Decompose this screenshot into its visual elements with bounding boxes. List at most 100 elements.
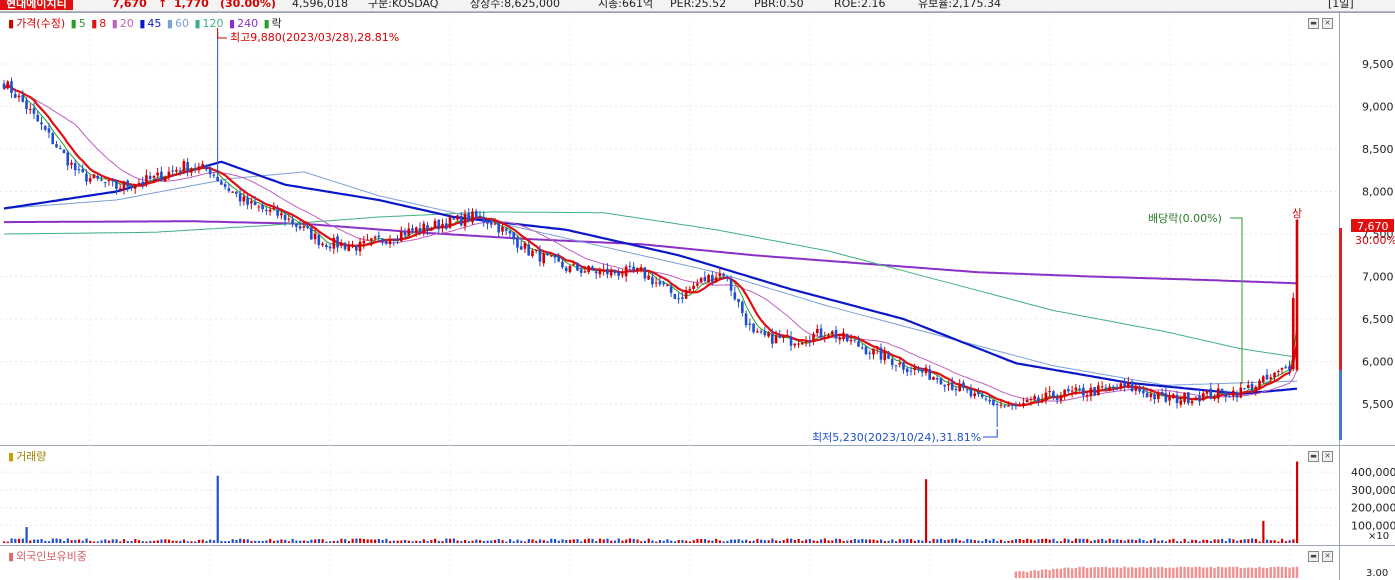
- volume-bar: [568, 539, 572, 543]
- period-selector[interactable]: [1일]: [1328, 0, 1354, 10]
- volume-bar: [561, 539, 564, 543]
- foreign-ratio-bar: [1048, 570, 1051, 578]
- candle-body: [1291, 298, 1295, 370]
- foreign-ratio-bar: [1202, 567, 1205, 578]
- volume-bar: [726, 540, 729, 543]
- candle-body: [834, 330, 838, 339]
- volume-bar: [317, 539, 321, 543]
- ma8-line: [3, 83, 1299, 407]
- candle-body: [932, 376, 935, 380]
- candle-body: [6, 81, 10, 89]
- volume-bar: [1194, 539, 1198, 543]
- candle-body: [317, 235, 321, 245]
- candle-body: [1160, 392, 1164, 395]
- candle-body: [512, 232, 516, 240]
- close-icon[interactable]: ✕: [1322, 551, 1333, 562]
- price-tick-label: 7,000: [1362, 271, 1394, 284]
- candle-body: [152, 176, 156, 178]
- candle-body: [418, 228, 422, 233]
- candle-body: [265, 210, 268, 212]
- volume-bar: [471, 540, 474, 543]
- candle-body: [830, 331, 834, 335]
- volume-bar: [182, 539, 186, 543]
- minimize-icon[interactable]: ▬: [1308, 451, 1319, 462]
- limit-up-marker: 상: [1292, 207, 1302, 220]
- volume-bar: [906, 539, 909, 543]
- candle-body: [291, 219, 294, 224]
- candle-body: [504, 228, 508, 231]
- candle-body: [55, 144, 58, 148]
- volume-bar: [370, 539, 373, 543]
- volume-bar: [209, 539, 212, 543]
- candle-body: [965, 389, 969, 391]
- candle-body: [482, 217, 486, 223]
- foreign-ratio-bar: [1100, 567, 1104, 578]
- volume-bar: [760, 539, 763, 543]
- foreign-ratio-bar: [1149, 566, 1153, 578]
- volume-bar: [1161, 540, 1164, 543]
- volume-bar: [239, 538, 242, 543]
- volume-bar: [100, 540, 103, 543]
- volume-bar: [3, 541, 6, 543]
- candle-body: [568, 265, 572, 273]
- volume-bar: [1101, 538, 1104, 543]
- volume-bar: [625, 539, 628, 543]
- candle-body: [1089, 387, 1093, 397]
- candle-body: [163, 176, 167, 182]
- foreign-ratio-bar: [1288, 567, 1291, 578]
- volume-bar: [617, 538, 620, 543]
- volume-bar: [643, 540, 647, 543]
- volume-bar: [857, 539, 860, 543]
- candle-body: [250, 201, 253, 204]
- foreign-ratio-bar: [1134, 567, 1138, 578]
- minimize-icon[interactable]: ▬: [1308, 18, 1319, 29]
- volume-bar: [25, 527, 28, 543]
- volume-bar: [1269, 540, 1272, 543]
- candle-body: [1100, 386, 1104, 388]
- candle-body: [235, 191, 238, 194]
- candle-body: [962, 382, 965, 388]
- candle-body: [489, 222, 493, 225]
- candle-body: [287, 218, 291, 220]
- minimize-icon[interactable]: ▬: [1308, 551, 1319, 562]
- volume-bar: [1119, 539, 1123, 543]
- candle-body: [32, 108, 36, 114]
- volume-bar: [302, 540, 306, 543]
- candle-body: [313, 233, 317, 240]
- foreign-ratio-bar: [1119, 567, 1123, 578]
- high-annotation: 최고9,880(2023/03/28),28.81%: [230, 31, 399, 44]
- volume-bar: [160, 539, 163, 543]
- close-icon[interactable]: ✕: [1322, 18, 1333, 29]
- volume-bar: [227, 541, 231, 543]
- foreign-ratio-bar: [1033, 570, 1036, 578]
- candle-body: [759, 331, 763, 333]
- candle-body: [860, 347, 864, 349]
- volume-bar: [580, 541, 583, 543]
- candle-body: [493, 223, 497, 225]
- volume-bar: [876, 540, 879, 543]
- volume-bar: [943, 540, 946, 543]
- candle-body: [2, 83, 6, 89]
- candle-body: [1149, 393, 1153, 398]
- stock-name[interactable]: 현대에이치티: [0, 0, 73, 10]
- foreign-ratio-bar: [1093, 567, 1096, 578]
- candle-body: [534, 249, 538, 251]
- close-icon[interactable]: ✕: [1322, 451, 1333, 462]
- volume-bar: [231, 539, 234, 543]
- candle-body: [227, 188, 231, 192]
- candle-body: [875, 348, 879, 350]
- candle-body: [583, 271, 587, 273]
- volume-bar: [1048, 539, 1051, 543]
- foreign-ratio-bar: [1250, 567, 1254, 578]
- volume-bar: [1063, 538, 1066, 543]
- candle-body: [354, 245, 358, 251]
- volume-bar: [1123, 540, 1126, 543]
- foreign-ratio-bar: [1130, 567, 1134, 578]
- volume-bar: [460, 541, 463, 543]
- candle-body: [1067, 389, 1070, 392]
- volume-bar: [1202, 539, 1205, 543]
- foreign-ratio-bar: [1070, 568, 1074, 578]
- volume-bar: [546, 541, 549, 543]
- volume-bar: [329, 541, 332, 543]
